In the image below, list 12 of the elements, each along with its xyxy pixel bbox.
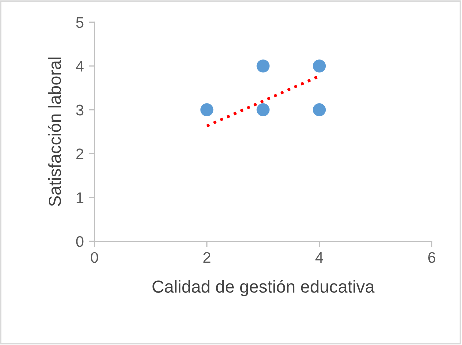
y-tick-label: 5: [76, 17, 84, 28]
y-tick-label: 1: [76, 192, 84, 204]
y-tick-label: 4: [76, 61, 84, 72]
x-tick-label: 0: [91, 252, 98, 264]
x-tick-label: 4: [316, 252, 324, 263]
x-axis-title: Calidad de gestión educativa: [152, 280, 375, 296]
y-axis-title: Satisfacción laboral: [48, 58, 62, 206]
y-tick-label: 3: [76, 104, 84, 116]
y-tick-label: 0: [76, 236, 84, 248]
y-tick-label: 2: [76, 148, 84, 160]
x-tick-label: 6: [428, 252, 436, 264]
x-tick-label: 2: [204, 252, 211, 263]
